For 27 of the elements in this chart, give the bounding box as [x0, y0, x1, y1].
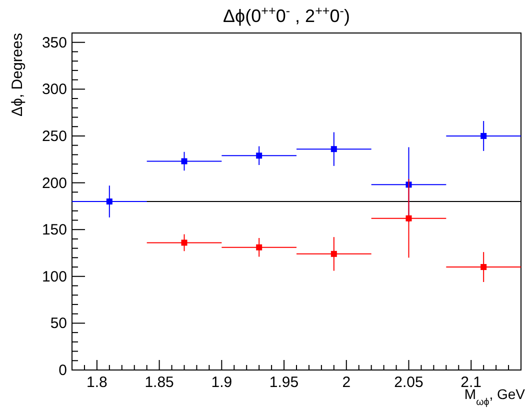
y-tick-label: 50: [50, 315, 67, 332]
y-tick-label: 300: [42, 81, 67, 98]
point: [106, 198, 112, 204]
point: [256, 244, 262, 250]
chart-title: Δϕ(0$^{++}$0$^{-}$ , 2$^{++}$0$^{-}$): [223, 4, 350, 26]
point: [406, 215, 412, 222]
x-tick-label: 1.85: [144, 374, 174, 391]
x-axis-title: M$_{ωϕ}$, GeV: [464, 386, 526, 408]
y-tick-label: 0: [58, 362, 67, 379]
x-tick-label: 2: [342, 374, 351, 391]
point: [181, 158, 188, 164]
y-tick-label: 250: [42, 128, 67, 145]
x-tick-label: 1.9: [211, 374, 232, 391]
point: [256, 152, 262, 159]
point: [330, 146, 337, 152]
y-tick-label: 200: [42, 174, 67, 192]
y-axis-title: Δϕ, Degrees: [9, 33, 26, 116]
x-tick-label: 2.05: [394, 374, 424, 391]
point: [480, 264, 487, 270]
x-tick-label: 1.8: [86, 374, 108, 391]
y-tick-label: 150: [42, 222, 67, 239]
x-tick-label: 1.95: [269, 374, 299, 391]
point: [330, 250, 337, 257]
y-tick-label: 100: [42, 268, 67, 286]
point: [181, 240, 188, 246]
y-tick-label: 350: [42, 34, 67, 52]
point: [480, 132, 487, 139]
